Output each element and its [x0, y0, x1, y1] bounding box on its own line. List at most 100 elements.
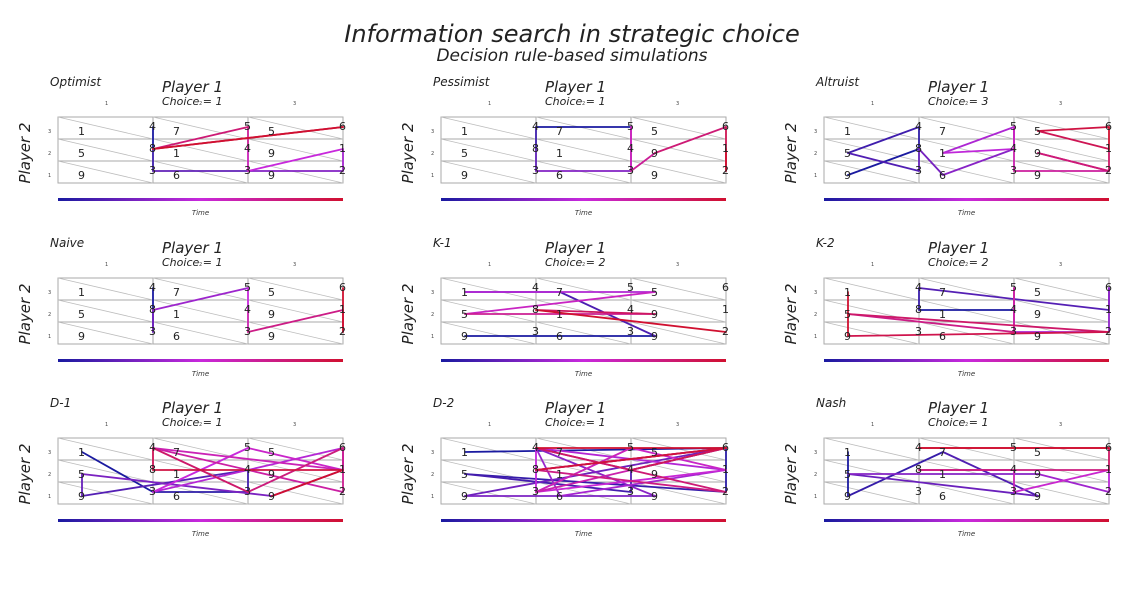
cell-diagonal — [823, 138, 920, 162]
column-payoff: 6 — [339, 441, 346, 454]
row-payoff: 6 — [556, 169, 563, 182]
row-payoff: 9 — [844, 169, 851, 182]
cell-diagonal — [440, 138, 537, 162]
search-path-segment — [535, 447, 656, 497]
column-tick-label: 3 — [676, 101, 679, 107]
row-payoff: 1 — [173, 308, 180, 321]
row-payoff: 1 — [78, 446, 85, 459]
cell-diagonal — [247, 481, 344, 505]
search-path-segment — [918, 148, 944, 176]
row-player-label: Player 2 — [399, 444, 417, 505]
column-payoff: 6 — [339, 281, 346, 294]
search-path-segment — [847, 473, 1039, 497]
row-tick-label: 3 — [48, 450, 51, 456]
row-payoff: 5 — [461, 147, 468, 160]
column-payoff: 2 — [1105, 164, 1112, 177]
column-tick-label: 3 — [293, 262, 296, 268]
column-player-label: Player 1 — [162, 239, 223, 257]
time-axis-label: Time — [192, 209, 209, 217]
column-payoff: 3 — [915, 164, 922, 177]
column-payoff: 2 — [339, 164, 346, 177]
search-path-segment — [1037, 152, 1110, 172]
column-payoff: 2 — [722, 485, 729, 498]
row-payoff: 5 — [844, 308, 851, 321]
cell-diagonal — [1013, 459, 1110, 483]
row-tick-label: 2 — [48, 151, 51, 157]
row-tick-label: 1 — [48, 494, 51, 500]
cell-diagonal — [823, 321, 920, 345]
panel-name: D-1 — [50, 396, 71, 410]
row-payoff: 9 — [268, 169, 275, 182]
search-path-segment — [1037, 126, 1110, 132]
time-bar — [441, 359, 726, 362]
choice-label: Choice = 1 — [545, 416, 605, 429]
row-payoff: 9 — [461, 169, 468, 182]
cell-diagonal — [823, 481, 920, 505]
column-payoff: 5 — [1010, 441, 1017, 454]
search-path-segment — [535, 469, 727, 493]
time-bar — [441, 198, 726, 201]
row-payoff: 6 — [556, 330, 563, 343]
column-tick-label: 1 — [488, 101, 491, 107]
row-tick-label: 3 — [431, 129, 434, 135]
panel-name: D-2 — [433, 396, 454, 410]
row-payoff: 5 — [1034, 446, 1041, 459]
panel-name: Optimist — [50, 75, 102, 89]
column-tick-label: 2 — [199, 101, 202, 107]
choice-label: Choice = 2 — [928, 256, 988, 269]
search-path-segment — [247, 148, 344, 172]
choice-label: Choice = 1 — [162, 256, 222, 269]
column-payoff: 4 — [244, 303, 251, 316]
cell-diagonal — [57, 321, 154, 345]
row-tick-label: 1 — [431, 173, 434, 179]
column-payoff: 4 — [149, 441, 156, 454]
row-payoff: 9 — [268, 147, 275, 160]
column-tick-label: 1 — [871, 422, 874, 428]
cell-diagonal — [630, 116, 727, 140]
row-tick-label: 2 — [814, 472, 817, 478]
panel-name: Naive — [50, 236, 84, 250]
time-bar — [824, 198, 1109, 201]
row-player-label: Player 2 — [782, 123, 800, 184]
column-payoff: 4 — [244, 142, 251, 155]
column-payoff: 4 — [627, 142, 634, 155]
search-path-segment — [152, 126, 344, 150]
cell-diagonal — [57, 277, 154, 301]
time-bar — [824, 359, 1109, 362]
row-payoff: 9 — [1034, 490, 1041, 503]
cell-diagonal — [247, 138, 344, 162]
search-path-segment — [535, 447, 632, 471]
row-payoff: 9 — [651, 147, 658, 160]
column-payoff: 5 — [627, 120, 634, 133]
column-tick-label: 2 — [965, 262, 968, 268]
cell-diagonal — [535, 138, 632, 162]
cell-diagonal — [57, 160, 154, 184]
column-payoff: 1 — [722, 142, 729, 155]
column-payoff: 4 — [1010, 142, 1017, 155]
cell-diagonal — [440, 116, 537, 140]
column-payoff: 4 — [627, 463, 634, 476]
time-axis-label: Time — [192, 530, 209, 538]
search-path-segment — [271, 469, 344, 497]
row-tick-label: 2 — [431, 312, 434, 318]
row-payoff: 7 — [556, 286, 563, 299]
column-payoff: 4 — [532, 281, 539, 294]
row-payoff: 5 — [461, 308, 468, 321]
row-tick-label: 3 — [814, 290, 817, 296]
cell-diagonal — [823, 277, 920, 301]
search-path-segment — [152, 126, 249, 150]
column-payoff: 3 — [532, 325, 539, 338]
column-payoff: 6 — [1105, 441, 1112, 454]
column-player-label: Player 1 — [545, 399, 606, 417]
column-payoff: 1 — [339, 142, 346, 155]
row-payoff: 1 — [78, 125, 85, 138]
cell-diagonal — [247, 160, 344, 184]
time-axis-label: Time — [192, 370, 209, 378]
column-player-label: Player 1 — [928, 239, 989, 257]
column-payoff: 5 — [1010, 281, 1017, 294]
